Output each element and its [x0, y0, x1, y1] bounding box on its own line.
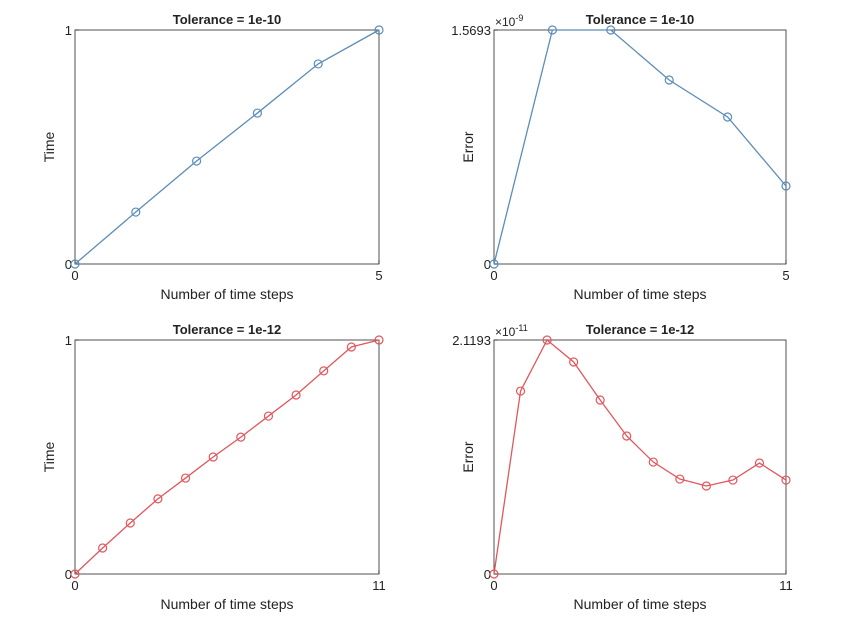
data-point: [781, 475, 791, 485]
y-axis-label: Time: [41, 131, 57, 162]
data-point: [131, 207, 141, 217]
x-axis-label: Number of time steps: [573, 596, 706, 612]
data-point: [675, 474, 685, 484]
data-point: [542, 335, 552, 345]
x-tick-label: 11: [779, 578, 793, 593]
data-point: [754, 458, 765, 468]
series-line: [74, 29, 380, 265]
series-line: [74, 339, 380, 575]
data-point: [153, 494, 163, 504]
y-tick-label: 1: [65, 23, 72, 38]
data-point: [547, 25, 558, 35]
y-tick-label: 0: [65, 567, 72, 582]
data-point: [569, 357, 579, 367]
x-axis-label: Number of time steps: [160, 286, 293, 302]
data-point: [701, 481, 711, 491]
data-point: [374, 25, 384, 35]
x-tick-label: 0: [71, 268, 78, 283]
data-point: [606, 25, 616, 35]
data-point: [192, 156, 202, 166]
y-exponent-label: ×10-11: [495, 323, 528, 339]
data-point: [728, 475, 738, 485]
data-point: [263, 411, 274, 421]
data-point: [374, 335, 384, 345]
y-axis-label: Error: [460, 441, 476, 472]
data-point: [70, 569, 80, 579]
y-tick-label: 2.1193: [452, 333, 491, 348]
subplot-1: 0 5 0 1 Tolerance = 1e-10 Number of time step…: [41, 12, 384, 302]
data-point: [722, 112, 733, 122]
subplot-3: 0 11 0 1 Tolerance = 1e-12 Number of time ste…: [41, 322, 386, 612]
x-axis-label: Number of time steps: [160, 596, 293, 612]
subplot-title: Tolerance = 1e-12: [586, 322, 695, 337]
data-point: [236, 432, 246, 442]
data-point: [70, 259, 80, 269]
x-tick-label: 0: [490, 268, 497, 283]
x-tick-label: 0: [490, 578, 497, 593]
data-point: [319, 366, 329, 376]
data-point: [489, 569, 499, 579]
axes-box: [493, 29, 787, 265]
data-point: [208, 452, 218, 462]
subplot-title: Tolerance = 1e-10: [586, 12, 695, 27]
axes-box: [493, 339, 787, 575]
data-point: [98, 543, 108, 553]
y-exponent-label: ×10-9: [495, 13, 523, 29]
data-point: [648, 457, 658, 467]
data-point: [595, 395, 605, 405]
y-tick-label: 1: [65, 333, 72, 348]
subplot-title: Tolerance = 1e-10: [173, 12, 282, 27]
data-point: [781, 181, 791, 191]
data-point: [515, 386, 526, 396]
data-point: [489, 259, 499, 269]
data-point: [180, 473, 191, 483]
subplot-4: 0 11 0 2.1193 ×10-11 Tolerance = 1e-12 Number …: [452, 322, 793, 612]
data-point: [313, 59, 323, 69]
y-axis-label: Time: [41, 441, 57, 472]
y-tick-label: 1.5693: [451, 23, 491, 38]
data-point: [622, 431, 632, 441]
axes-box: [74, 29, 380, 265]
data-point: [291, 390, 301, 400]
y-tick-label: 0: [65, 257, 72, 272]
x-tick-label: 11: [372, 578, 386, 593]
data-point: [664, 75, 674, 85]
x-tick-label: 5: [782, 268, 789, 283]
data-point: [125, 518, 135, 528]
x-axis-label: Number of time steps: [573, 286, 706, 302]
subplot-2: 0 5 0 1.5693 ×10-9 Tolerance = 1e-10 Number of…: [451, 12, 791, 302]
data-point: [346, 342, 356, 352]
subplot-title: Tolerance = 1e-12: [173, 322, 282, 337]
x-tick-label: 5: [375, 268, 382, 283]
data-point: [252, 108, 262, 118]
y-axis-label: Error: [460, 131, 476, 162]
axes-box: [74, 339, 380, 575]
x-tick-label: 0: [71, 578, 78, 593]
series-line: [493, 338, 787, 575]
series-line: [493, 29, 787, 265]
y-tick-label: 0: [484, 257, 491, 272]
y-tick-label: 0: [484, 567, 491, 582]
